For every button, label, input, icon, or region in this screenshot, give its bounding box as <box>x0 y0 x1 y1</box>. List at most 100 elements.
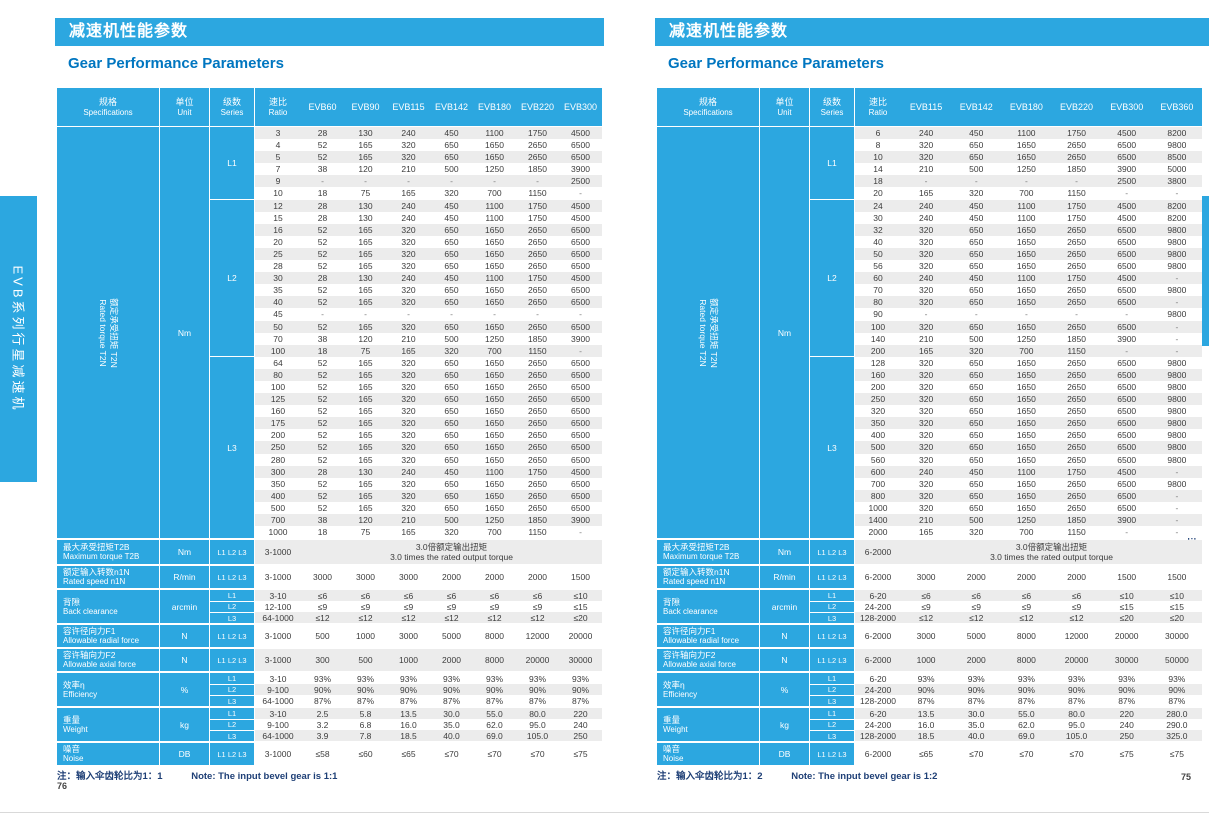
value-cell: 52 <box>317 430 328 441</box>
torque-row: 15 28 130 240 450 1100 1750 4500 <box>255 211 602 224</box>
value-cell: 650 <box>969 418 984 429</box>
spec-band-label: 最大承受扭矩T2B Maximum torque T2B <box>57 540 160 565</box>
value-cell: 1500 <box>571 572 590 583</box>
spec-band-rows: 3-1000 300 500 1000 2000 8000 20000 30000 <box>255 649 602 672</box>
value-cell: 6500 <box>1117 261 1137 272</box>
value-cell: ≤9 <box>1021 601 1032 612</box>
left-page: 减速机性能参数 Gear Performance Parameters 规格 Sp… <box>55 0 604 826</box>
value-cell: 52 <box>317 406 328 417</box>
value-cell: 1750 <box>528 466 547 477</box>
value-cell: 8000 <box>1016 655 1036 666</box>
value-cell: 1650 <box>485 369 504 380</box>
value-cell: 38 <box>317 164 328 175</box>
value-cell: 2650 <box>1067 248 1086 259</box>
value-cell: 650 <box>969 442 984 453</box>
value-cell: 62.0 <box>1018 719 1035 730</box>
value-cell: 6500 <box>1117 321 1137 332</box>
torque-row: 140 210 500 1250 1850 3900 - <box>855 332 1202 345</box>
torque-row: 1000 18 75 165 320 700 1150 - <box>255 526 602 539</box>
col-header-unit: 单位 Unit <box>760 88 810 126</box>
value-cell: 320 <box>918 478 934 489</box>
rated-torque-unit-cell: Nm <box>760 127 810 539</box>
series-column: L1 L2 L3 <box>210 673 255 707</box>
spec-row: 6-20 ≤6 ≤6 ≤6 ≤6 ≤10 ≤10 <box>855 590 1202 602</box>
value-cell: 2000 <box>966 572 986 583</box>
value-cell: 3900 <box>571 515 590 525</box>
value-cell: 5.8 <box>359 708 372 719</box>
spec-row: 3-1000 300 500 1000 2000 8000 20000 30000 <box>255 649 602 672</box>
value-cell: 93% <box>917 673 935 684</box>
value-cell: 2650 <box>528 442 547 453</box>
rated-torque-spec-cell: 额定承受扭矩 T2N Rated torque T2N <box>57 127 160 539</box>
value-cell: 320 <box>969 345 984 356</box>
value-cell: 93% <box>356 673 374 684</box>
torque-row: 30 240 450 1100 1750 4500 8200 <box>855 211 1202 224</box>
value-cell: 52 <box>317 490 328 501</box>
spec-band-rows: 3-10 ≤6 ≤6 ≤6 ≤6 ≤6 ≤6 ≤10 12-100 ≤9 ≤9 ≤9 ≤9 ≤9 ≤9 ≤15… <box>255 590 602 624</box>
spec-row: 3-1000 ≤58 ≤60 ≤65 ≤70 ≤70 ≤70 ≤75 <box>255 743 602 766</box>
torque-row: 80 52 165 320 650 1650 2650 6500 <box>255 368 602 381</box>
value-cell: 320 <box>401 454 416 465</box>
value-cell: 165 <box>401 188 416 199</box>
spec-band: 容许轴向力F2 Allowable axial force N L1 L2 L3 6-2… <box>657 649 1202 672</box>
value-cell: 290.0 <box>1166 719 1188 730</box>
value-cell: 55.0 <box>1018 708 1035 719</box>
ratio-range-cell: 12-100 <box>264 601 292 612</box>
value-cell: 18 <box>317 527 328 538</box>
value-cell: 13.5 <box>400 708 417 719</box>
table-header-row: 规格 Specifications 单位 Unit 级数 Series 速比 Ratio EVB… <box>657 88 1202 126</box>
torque-row: 250 52 165 320 650 1650 2650 6500 <box>255 441 602 454</box>
col-header-model: EVB90 <box>351 102 380 112</box>
value-cell: - <box>579 309 582 320</box>
col-header-model: EVB180 <box>477 102 512 112</box>
value-cell: 2650 <box>528 261 547 272</box>
value-cell: 2650 <box>1067 418 1086 429</box>
value-cell: 165 <box>358 261 373 272</box>
spec-band-unit: % <box>160 673 210 707</box>
torque-row: 200 320 650 1650 2650 6500 9800 <box>855 380 1202 394</box>
value-cell: 4500 <box>1117 128 1137 138</box>
value-cell: 6500 <box>1117 248 1137 259</box>
spec-band: 最大承受扭矩T2B Maximum torque T2B Nm L1 L2 L3 3-1… <box>57 540 602 565</box>
value-cell: 87% <box>442 695 460 706</box>
series-cell: L3 <box>810 696 855 707</box>
spec-band-rows: 3-10 2.5 5.8 13.5 30.0 55.0 80.0 220 9-100 3.2 6.8… <box>255 708 602 742</box>
value-cell: 320 <box>918 502 934 513</box>
value-cell: 2650 <box>528 406 547 417</box>
value-cell: 1650 <box>1016 357 1036 368</box>
ratio-cell: 90 <box>873 309 883 320</box>
value-cell: 1650 <box>1016 478 1036 489</box>
value-cell: 650 <box>969 406 984 417</box>
value-cell: - <box>924 309 928 320</box>
value-cell: 9800 <box>1167 248 1187 259</box>
value-cell: 320 <box>969 527 984 538</box>
value-cell: 1650 <box>1016 285 1036 296</box>
series-cell: L3 <box>210 613 255 624</box>
series-cell: L2 <box>810 601 855 614</box>
spec-row: 24-200 90% 90% 90% 90% 90% 90% <box>855 684 1202 696</box>
value-cell: 95.0 <box>529 719 546 730</box>
table-header-row: 规格 Specifications 单位 Unit 级数 Series 速比 Ratio EVB… <box>57 88 602 126</box>
value-cell: 3900 <box>1117 164 1137 175</box>
value-cell: 6500 <box>571 394 590 405</box>
value-cell: 450 <box>969 128 984 138</box>
value-cell: 2650 <box>1067 381 1086 392</box>
value-cell: 4500 <box>1117 212 1137 223</box>
value-cell: 2650 <box>528 224 547 235</box>
value-cell: 30000 <box>1114 655 1139 666</box>
value-cell: - <box>1175 188 1179 199</box>
value-cell: 320 <box>401 381 416 392</box>
value-cell: 500 <box>969 164 984 175</box>
value-cell: 87% <box>528 695 546 706</box>
torque-row: 2000 165 320 700 1150 - - <box>855 526 1202 539</box>
value-cell: 9800 <box>1167 406 1187 417</box>
value-cell: 2650 <box>528 285 547 296</box>
value-cell: 6500 <box>1117 297 1137 308</box>
ratio-cell: 800 <box>870 490 886 501</box>
col-header-model: EVB300 <box>1110 102 1144 112</box>
value-cell: 8000 <box>485 631 504 642</box>
value-cell: ≤58 <box>315 749 330 760</box>
value-cell: 650 <box>444 381 459 392</box>
ratio-range-cell: 3-1000 <box>264 631 292 642</box>
ratio-cell: 50 <box>273 321 283 332</box>
